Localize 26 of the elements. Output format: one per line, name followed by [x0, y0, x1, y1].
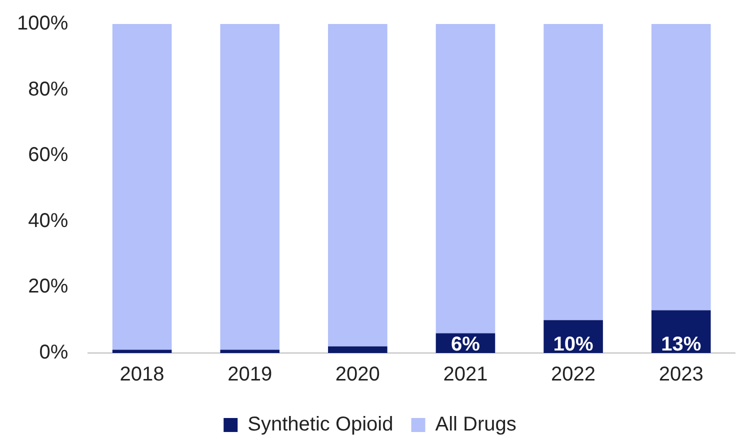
legend-label: Synthetic Opioid: [248, 414, 394, 436]
x-tick-label: 2020: [335, 364, 380, 386]
x-tick-label: 2022: [551, 364, 596, 386]
bar: [436, 24, 496, 334]
bar: [112, 24, 172, 350]
data-label: 6%: [451, 334, 480, 356]
x-tick-label: 2023: [658, 364, 704, 386]
y-tick-label: 20%: [28, 276, 68, 298]
bar: [651, 24, 711, 310]
x-tick-label: 2021: [443, 364, 488, 386]
data-label: 10%: [553, 334, 594, 356]
x-tick-label: 2019: [228, 364, 272, 386]
legend-label: All Drugs: [435, 414, 516, 436]
y-tick-label: 100%: [16, 12, 68, 35]
x-tick-label: 2018: [120, 364, 164, 386]
bar: [544, 24, 603, 320]
y-tick-label: 40%: [28, 210, 68, 232]
bar: [220, 350, 280, 353]
y-tick-label: 60%: [28, 144, 68, 166]
bar: [112, 350, 172, 353]
bar: [328, 24, 388, 346]
data-label: 13%: [661, 334, 702, 356]
bar: [328, 346, 388, 353]
bar: [220, 24, 280, 350]
y-tick-label: 0%: [39, 342, 68, 364]
y-tick-label: 80%: [28, 78, 68, 100]
